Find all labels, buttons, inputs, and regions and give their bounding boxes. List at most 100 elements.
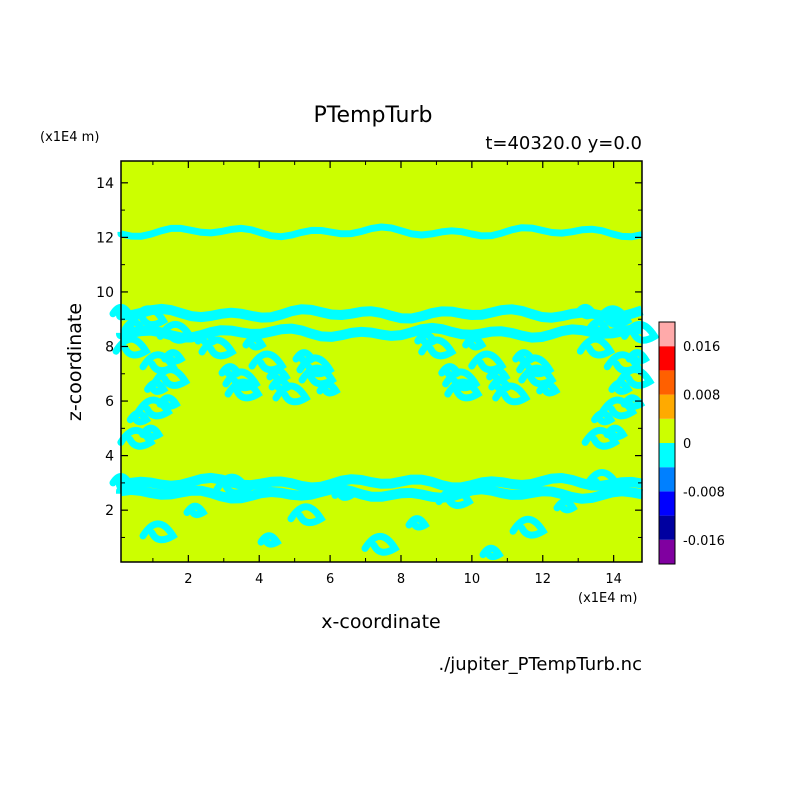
contour-swirl	[479, 544, 504, 561]
y-tick-label: 12	[96, 230, 114, 246]
contour-region	[109, 469, 622, 561]
contour-swirl	[213, 473, 252, 497]
chart-subtitle: t=40320.0 y=0.0	[485, 133, 642, 154]
contour-swirl	[620, 394, 646, 410]
y-tick-label: 8	[105, 339, 114, 355]
colorbar-swatch	[659, 539, 675, 564]
contour-band	[116, 484, 643, 504]
contour-swirl	[576, 335, 616, 359]
y-axis: 2 4 6 8 10 12 14	[96, 176, 642, 538]
contour-swirl	[316, 381, 341, 397]
contour-swirl	[126, 409, 152, 426]
contour-swirl	[156, 394, 181, 410]
y-tick-label: 2	[105, 503, 114, 519]
contour-region	[194, 331, 341, 406]
contour-swirl	[129, 305, 169, 329]
colorbar: 0.016 0.008 0 -0.008 -0.016	[658, 321, 725, 565]
colorbar-swatch	[659, 346, 675, 371]
contour-swirl	[361, 532, 400, 556]
x-tick-label: 12	[534, 572, 551, 587]
contour-band	[116, 303, 644, 324]
contour-layer	[109, 223, 660, 561]
contour-swirl	[581, 426, 621, 450]
x-tick-label: 6	[326, 572, 334, 587]
colorbar-swatch	[659, 394, 675, 419]
x-axis-label: x-coordinate	[321, 611, 440, 633]
contour-swirl	[144, 379, 169, 395]
contour-swirl	[109, 303, 134, 320]
contour-swirl	[139, 424, 164, 441]
contour-swirl	[608, 379, 633, 395]
contour-swirl	[492, 382, 531, 406]
contour-band	[116, 472, 643, 493]
contour-swirl	[117, 426, 156, 450]
x-tick-label: 10	[464, 572, 481, 587]
contour-region	[573, 303, 660, 450]
contour-swirl	[248, 350, 287, 374]
x-tick-label: 8	[397, 572, 405, 587]
contour-swirl	[112, 335, 151, 359]
x-tick-label: 14	[605, 572, 622, 587]
contour-region	[109, 303, 196, 450]
contour-swirl	[183, 502, 208, 519]
contour-swirl	[591, 409, 616, 426]
colorbar-label: -0.008	[683, 485, 725, 500]
contour-swirl	[139, 520, 178, 544]
contour-swirl	[418, 336, 457, 360]
x-axis: 2 4 6 8 10 12 14	[152, 161, 622, 587]
x-tick-label: 2	[184, 572, 192, 587]
colorbar-swatch	[659, 370, 675, 395]
y-tick-label: 10	[96, 285, 114, 301]
contour-swirl	[625, 349, 651, 365]
contour-swirl	[553, 498, 578, 514]
contour-swirl	[161, 349, 186, 365]
contour-swirl	[442, 368, 481, 392]
contour-swirl	[468, 350, 507, 374]
contour-swirl	[435, 486, 474, 509]
chart-title: PTempTurb	[314, 103, 433, 128]
y-tick-label: 6	[105, 394, 114, 410]
contour-swirl	[272, 382, 311, 406]
colorbar-swatch	[659, 467, 675, 492]
contour-swirl	[603, 424, 628, 441]
contour-swirl	[462, 335, 487, 351]
colorbar-frame	[658, 321, 676, 565]
colorbar-swatch	[659, 322, 675, 347]
source-file-label: ./jupiter_PTempTurb.nc	[438, 654, 642, 675]
contour-swirl	[242, 335, 267, 351]
contour-swirl	[287, 503, 326, 527]
colorbar-swatch	[659, 491, 675, 516]
contour-swirl	[134, 396, 174, 420]
y-axis-label: z-coordinate	[64, 303, 86, 421]
contour-swirl	[198, 336, 237, 360]
contour-swirl	[296, 354, 335, 378]
colorbar-label: -0.016	[683, 534, 725, 549]
y-unit-label: (x1E4 m)	[40, 130, 99, 145]
contour-swirl	[616, 366, 655, 389]
contour-swirl	[594, 305, 633, 329]
contour-swirl	[222, 368, 261, 392]
contour-swirl	[266, 367, 291, 383]
contour-swirl	[405, 515, 430, 531]
contour-swirl	[509, 515, 548, 539]
contour-swirl	[573, 303, 599, 320]
x-tick-label: 4	[255, 572, 263, 587]
contour-swirl	[536, 381, 561, 397]
contour-swirl	[331, 485, 356, 501]
contour-swirl	[516, 354, 555, 378]
contour-swirl	[121, 318, 147, 335]
colorbar-swatch	[659, 443, 675, 468]
x-unit-label: (x1E4 m)	[578, 591, 637, 606]
colorbar-label: 0.016	[683, 340, 720, 355]
contour-swirl	[109, 473, 134, 489]
y-tick-label: 4	[105, 449, 114, 465]
y-tick-label: 14	[96, 176, 114, 192]
contour-swirl	[486, 367, 511, 383]
contour-region	[414, 331, 561, 406]
contour-swirl	[257, 532, 282, 548]
contour-swirl	[598, 396, 638, 420]
colorbar-label: 0.008	[683, 389, 720, 404]
plot-frame	[120, 160, 643, 563]
contour-swirl	[621, 320, 660, 344]
